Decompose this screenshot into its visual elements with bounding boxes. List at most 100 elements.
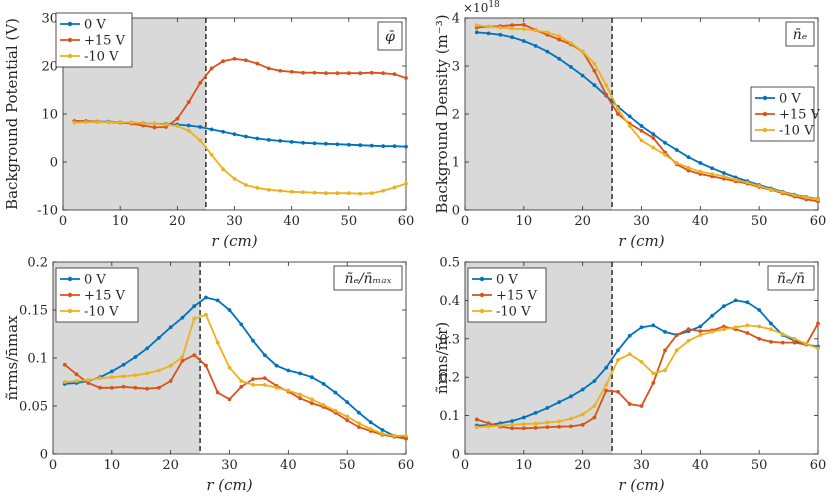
data-point <box>698 333 703 337</box>
data-point <box>510 419 514 423</box>
x-tick-label: 30 <box>633 458 650 473</box>
data-point <box>592 379 597 383</box>
data-point <box>168 325 173 330</box>
data-point <box>83 120 88 125</box>
data-point <box>627 352 632 357</box>
data-point <box>227 397 232 402</box>
legend-label: +15 V <box>496 289 538 304</box>
y-axis-label: Background Density (m⁻³) <box>433 14 451 213</box>
data-point <box>721 174 726 179</box>
data-point <box>392 433 397 438</box>
annotation-label: ñₑ/n̄ <box>777 271 805 287</box>
y-tick-label: 0.05 <box>19 400 48 415</box>
data-point <box>521 426 526 431</box>
data-point <box>757 324 762 329</box>
annotation-box <box>377 21 403 51</box>
x-tick-label: 20 <box>574 214 591 229</box>
data-point <box>95 120 100 125</box>
data-point <box>627 333 632 338</box>
data-point <box>312 141 317 146</box>
y-tick-label: 0.1 <box>27 352 48 367</box>
data-point <box>521 27 526 31</box>
data-point <box>557 37 562 42</box>
data-point <box>674 333 679 337</box>
data-point <box>157 335 161 340</box>
data-point <box>357 425 361 430</box>
data-point <box>145 346 150 351</box>
data-point <box>663 368 667 373</box>
data-point <box>580 387 585 392</box>
data-point <box>474 425 479 430</box>
x-tick-label: 0 <box>49 458 57 473</box>
data-point <box>474 30 479 35</box>
y-axis-label: ñrms/n̄max <box>3 315 21 401</box>
y-tick-label: 0.3 <box>439 332 460 347</box>
data-point <box>175 116 180 121</box>
x-tick-label: 10 <box>104 458 121 473</box>
data-point <box>232 56 237 61</box>
data-point <box>580 412 585 417</box>
data-point <box>309 401 314 406</box>
annotation-box <box>767 265 815 291</box>
data-point <box>301 140 305 145</box>
data-point <box>152 121 157 126</box>
data-point <box>180 358 185 363</box>
data-point <box>321 403 326 407</box>
data-point <box>109 385 114 390</box>
legend-marker <box>67 21 73 27</box>
x-tick-label: 30 <box>221 458 238 473</box>
legend-marker <box>67 292 73 298</box>
data-point <box>663 329 667 334</box>
x-tick-label: 20 <box>169 214 186 229</box>
x-tick-label: 40 <box>692 458 709 473</box>
data-point <box>498 32 503 37</box>
data-point <box>627 402 632 406</box>
data-point <box>309 375 314 380</box>
data-point <box>545 30 550 35</box>
data-point <box>769 327 773 332</box>
data-point <box>745 300 750 305</box>
data-point <box>392 144 397 149</box>
data-point <box>769 187 773 192</box>
data-point <box>757 308 762 312</box>
data-point <box>498 25 503 30</box>
data-point <box>357 421 361 426</box>
data-point <box>209 152 214 157</box>
data-point <box>557 400 562 405</box>
x-tick-label: 10 <box>516 458 533 473</box>
data-point <box>533 28 538 33</box>
data-point <box>780 190 785 195</box>
data-point <box>545 425 550 430</box>
data-point <box>745 323 750 328</box>
data-point <box>604 92 609 97</box>
data-point <box>251 382 255 387</box>
data-point <box>298 371 302 376</box>
annotation-box <box>333 265 403 291</box>
data-point <box>686 327 691 332</box>
data-point <box>232 132 237 137</box>
data-point <box>639 128 644 133</box>
y-tick-label: 4 <box>452 12 460 27</box>
data-point <box>369 191 374 196</box>
data-point <box>244 183 248 187</box>
data-point <box>289 189 294 194</box>
data-point <box>204 295 208 300</box>
data-point <box>368 420 373 425</box>
data-point <box>251 377 255 382</box>
data-point <box>74 379 79 383</box>
series-line-2 <box>476 324 819 428</box>
data-point <box>157 385 161 390</box>
data-point <box>192 316 197 321</box>
legend-marker <box>67 276 73 282</box>
data-point <box>557 34 562 39</box>
data-point <box>266 66 271 71</box>
data-point <box>721 324 726 329</box>
data-point <box>141 121 145 126</box>
legend-label: -10 V <box>84 50 119 65</box>
data-point <box>510 23 514 28</box>
data-point <box>616 348 620 353</box>
data-point <box>301 70 305 75</box>
data-point <box>639 124 644 128</box>
data-point <box>733 177 738 182</box>
data-point <box>533 43 538 48</box>
